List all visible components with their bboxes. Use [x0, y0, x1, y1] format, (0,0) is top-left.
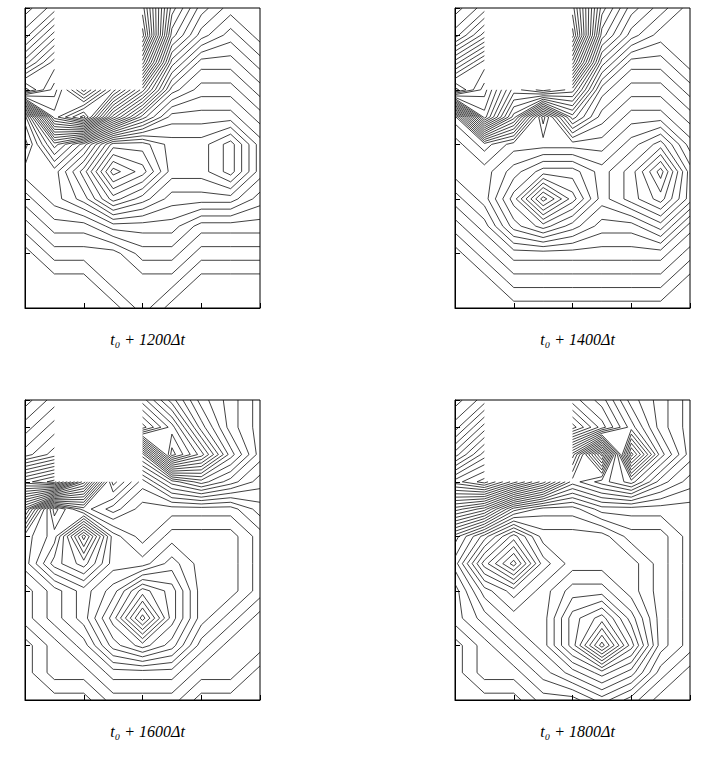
svg-text:t₀ + 1800Δt: t₀ + 1800Δt	[540, 723, 615, 740]
svg-text:t₀ + 1200Δt: t₀ + 1200Δt	[110, 331, 185, 348]
svg-text:t₀ + 1600Δt: t₀ + 1600Δt	[110, 723, 185, 740]
svg-text:t₀ + 1400Δt: t₀ + 1400Δt	[540, 331, 615, 348]
